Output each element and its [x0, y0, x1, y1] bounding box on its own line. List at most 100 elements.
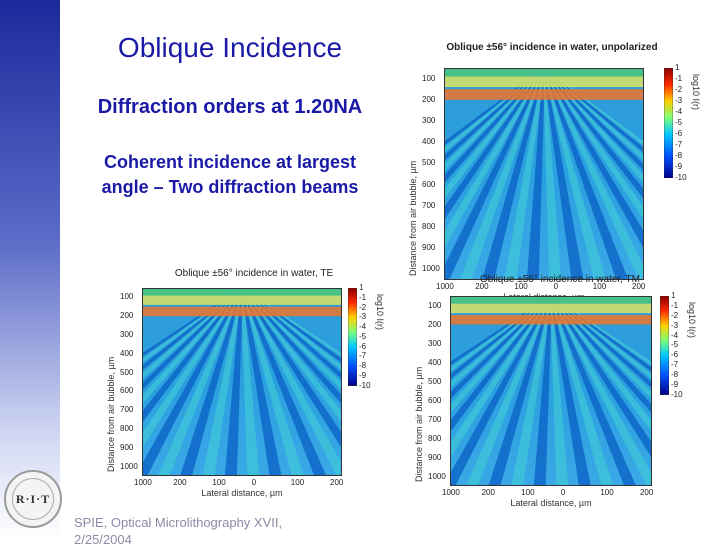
x-tick-label: 0: [553, 282, 559, 291]
colorbar-tick-label: -4: [675, 107, 683, 117]
diffraction-ray: [550, 296, 637, 486]
y-tick-label: 500: [428, 376, 442, 386]
y-tick-label: 1000: [428, 471, 446, 481]
plot-unpolarized: Oblique ±56° incidence in water, unpolar…: [402, 38, 702, 302]
colorbar-tick-label: -7: [675, 140, 683, 150]
x-tick-label: 200: [475, 282, 489, 291]
diffraction-ray: [550, 296, 569, 486]
diffraction-ray: [511, 296, 552, 486]
colorbar-tick-label: -2: [359, 302, 367, 312]
y-tick-label: 200: [422, 94, 436, 104]
colorbar-tick-label: -8: [675, 151, 683, 161]
rit-logo: R·I·T: [4, 470, 62, 528]
colorbar-tick-label: -10: [671, 389, 683, 399]
colorbar-tick-label: -8: [359, 361, 367, 371]
x-tick-label: 100: [290, 478, 305, 487]
y-tick-label: 500: [422, 158, 436, 168]
y-tick-label: 400: [428, 357, 442, 367]
y-tick-label: 600: [428, 395, 442, 405]
heatmap-image: [444, 68, 644, 280]
diffraction-ray: [488, 296, 552, 486]
x-tick-label: 100: [521, 488, 535, 497]
y-axis-label: Distance from air bubble, µm: [106, 356, 116, 472]
colorbar-gradient: [664, 68, 673, 179]
x-tick-label: 200: [330, 478, 344, 487]
y-tick-label: 300: [120, 330, 134, 339]
x-tick-label: 100: [212, 478, 226, 487]
diffraction-ray: [543, 68, 584, 280]
diffraction-ray: [482, 68, 545, 280]
y-tick-label: 900: [428, 452, 442, 462]
y-tick-label: 200: [428, 319, 442, 329]
diffraction-ray: [224, 288, 243, 476]
intensity-band-green: [450, 296, 652, 304]
y-tick-label: 200: [120, 311, 134, 321]
x-tick-label: 0: [560, 488, 566, 497]
diffraction-ray: [444, 68, 545, 280]
diffraction-ray: [543, 68, 644, 280]
colorbar: [664, 68, 673, 179]
diffraction-ray: [180, 288, 243, 476]
diffraction-ray: [450, 296, 552, 486]
colorbar-tick-label: -2: [675, 85, 683, 95]
x-tick-label: 200: [173, 478, 187, 487]
diffraction-ray: [142, 288, 243, 476]
y-tick-label: 700: [422, 200, 436, 210]
heatmap-image: [142, 288, 342, 476]
diffraction-ray: [550, 296, 591, 486]
diffraction-ray: [241, 288, 327, 476]
plot-frame: [444, 68, 644, 280]
y-axis-label: Distance from air bubble, µm: [408, 160, 418, 276]
plot-tm: Oblique ±56° incidence in water, TM 1 -1 -2…: [410, 274, 710, 508]
diffraction-ray: [241, 288, 260, 476]
intensity-band-red: [142, 306, 342, 317]
x-tick-label: 200: [632, 282, 646, 291]
intensity-band-red: [450, 315, 652, 325]
diffraction-ray: [450, 296, 552, 459]
y-tick-label: 600: [120, 386, 134, 396]
diffraction-ray: [550, 296, 652, 414]
diffraction-ray: [543, 68, 629, 280]
diffraction-ray: [543, 68, 644, 146]
colorbar-gradient: [660, 296, 669, 395]
footer-citation: SPIE, Optical Microlithography XVII, 2/2…: [74, 514, 334, 548]
colorbar-label: log10 I(r): [691, 74, 701, 111]
y-tick-label: 800: [428, 433, 442, 443]
colorbar-tick-label: -9: [671, 379, 679, 389]
colorbar-tick-label: -5: [675, 118, 683, 128]
footer-line-1: SPIE, Optical Microlithography XVII,: [74, 515, 283, 530]
y-tick-label: 300: [422, 116, 436, 125]
diffraction-ray: [526, 68, 545, 280]
diffraction-ray: [241, 288, 304, 476]
diffraction-ray: [459, 68, 545, 280]
colorbar-tick-label: -1: [671, 300, 679, 310]
colorbar-tick-label: 1: [359, 283, 364, 292]
colorbar-tick-label: -1: [359, 292, 367, 302]
diffraction-ray: [543, 68, 644, 221]
colorbar-tick-label: -9: [675, 162, 683, 172]
y-tick-label: 1000: [422, 264, 440, 274]
colorbar: [660, 296, 669, 395]
colorbar-label: log10 I(r): [375, 294, 385, 331]
y-tick-label: 900: [120, 442, 134, 452]
intensity-band-red: [444, 89, 644, 100]
colorbar-tick-label: -3: [359, 312, 367, 322]
colorbar-tick-label: -5: [359, 331, 367, 341]
diffraction-ray: [550, 296, 652, 486]
y-tick-label: 100: [428, 300, 442, 310]
intensity-band-green: [142, 288, 342, 296]
colorbar-gradient: [348, 288, 357, 386]
colorbar-tick-label: -5: [671, 340, 679, 350]
x-tick-label: 1000: [134, 478, 152, 487]
diffraction-ray: [533, 296, 552, 486]
y-axis-label: Distance from air bubble, µm: [414, 366, 424, 482]
colorbar-tick-label: -8: [671, 370, 679, 380]
colorbar-tick-label: -7: [359, 351, 367, 361]
rit-seal: R·I·T: [12, 478, 54, 520]
colorbar-tick-label: -4: [359, 322, 367, 332]
colorbar-tick-label: -10: [675, 173, 687, 183]
intensity-band-green: [444, 68, 644, 77]
colorbar-tick-label: 1: [675, 63, 680, 72]
intensity-band-yellow: [450, 303, 652, 314]
x-tick-label: 1000: [442, 488, 460, 497]
